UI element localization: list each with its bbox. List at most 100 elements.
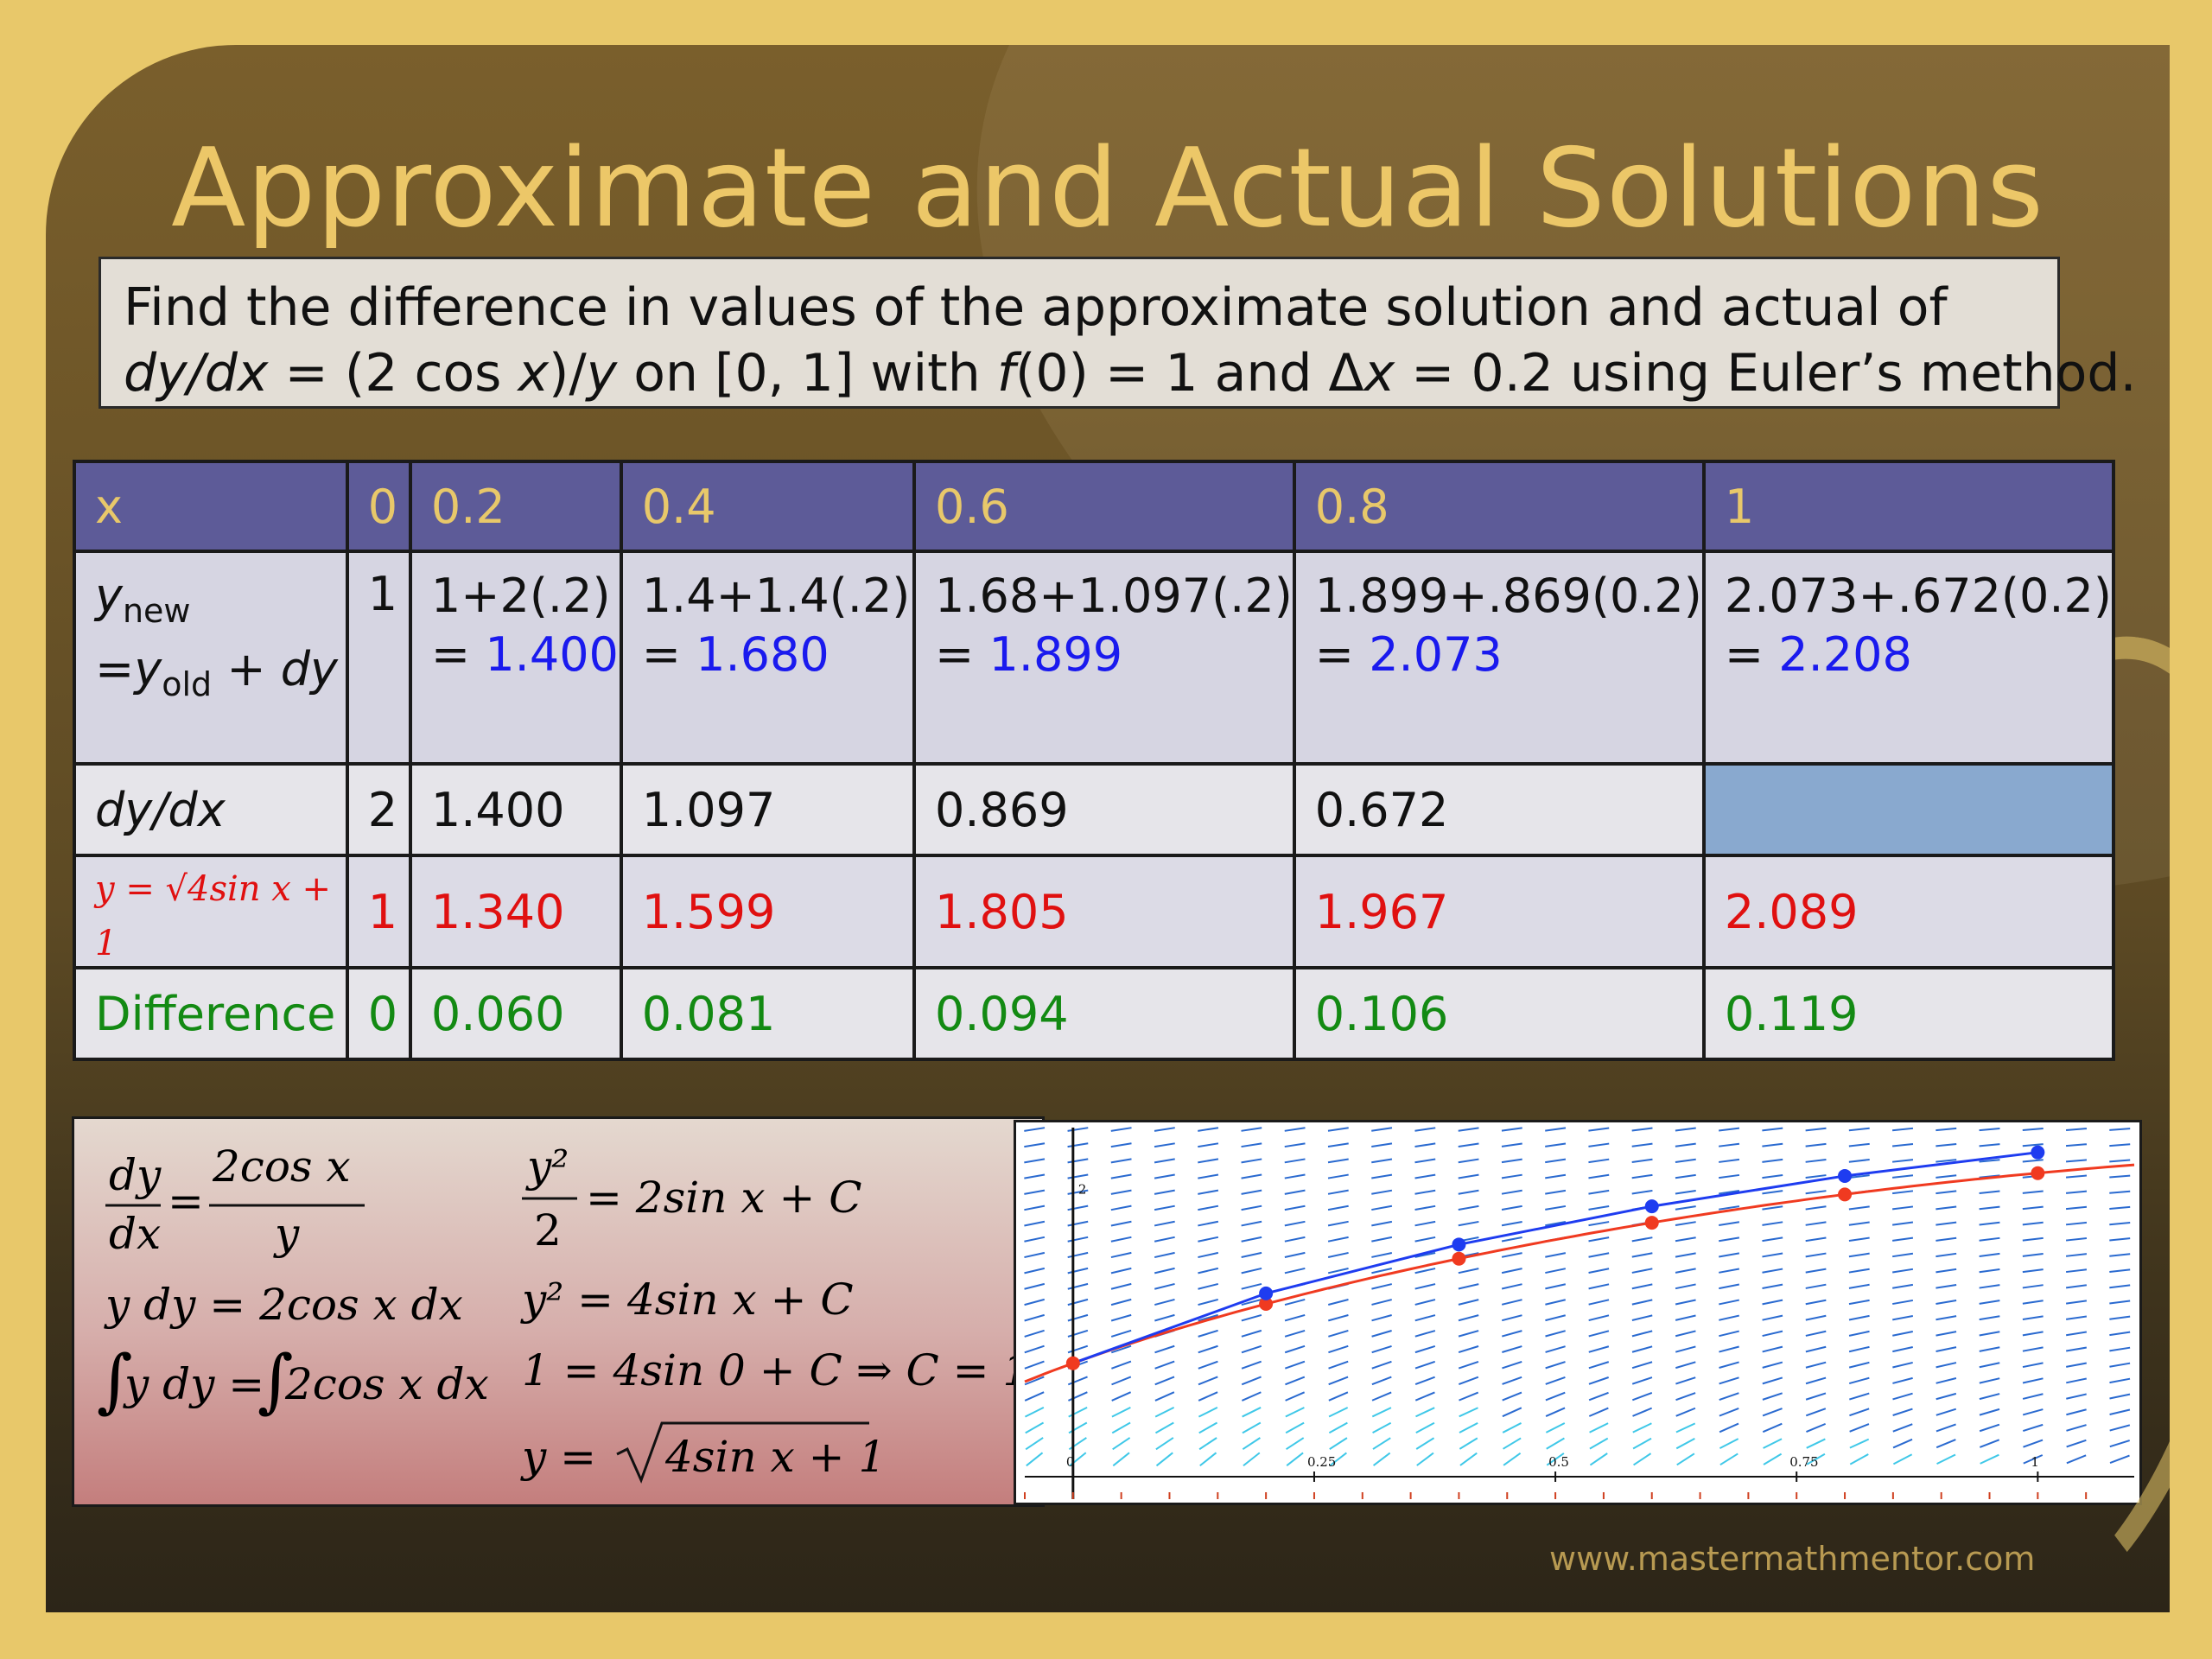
slope-segment xyxy=(1892,1283,1914,1289)
euler-point xyxy=(2031,1145,2045,1160)
slope-segment xyxy=(1110,1344,1132,1354)
eq3-left: y dy = xyxy=(123,1359,264,1409)
table-row-difference: Difference 0 0.060 0.081 0.094 0.106 0.1… xyxy=(73,966,2116,1061)
slope-segment xyxy=(1805,1408,1827,1417)
slope-segment xyxy=(1198,1376,1218,1386)
slope-segment xyxy=(1459,1391,1479,1402)
slope-segment xyxy=(2023,1439,2044,1448)
slope-segment xyxy=(1328,1360,1349,1370)
slope-segment xyxy=(1458,1330,1479,1338)
eq4-den: 2 xyxy=(534,1205,562,1255)
slope-segment xyxy=(1155,1437,1174,1451)
slope-segment xyxy=(1892,1392,1913,1401)
slope-segment xyxy=(1198,1127,1219,1132)
slope-segment xyxy=(1501,1299,1522,1306)
slope-segment xyxy=(1154,1189,1175,1195)
slope-segment xyxy=(1284,1142,1306,1148)
slope-segment xyxy=(1024,1344,1045,1354)
slope-segment xyxy=(1198,1251,1219,1259)
difference-3: 0.094 xyxy=(912,966,1296,1061)
slope-segment xyxy=(2109,1128,2131,1131)
slope-segment xyxy=(1328,1391,1349,1402)
slope-segment xyxy=(2109,1253,2131,1257)
slope-segment xyxy=(2109,1408,2131,1415)
slope-segment xyxy=(2022,1393,2044,1400)
slope-segment xyxy=(1936,1300,1957,1305)
euler-approx-line xyxy=(1072,1151,2038,1365)
slope-segment xyxy=(2065,1159,2088,1163)
slope-segment xyxy=(1110,1298,1132,1306)
slope-segment xyxy=(1762,1314,1783,1321)
exact-point xyxy=(1065,1356,1080,1370)
ynew-result-line: = 1.400 xyxy=(430,627,619,682)
slope-segment xyxy=(1067,1282,1089,1290)
slope-segment xyxy=(1501,1158,1522,1164)
chart-svg: 0 0.25 0.5 0.75 1 2 xyxy=(1024,1127,2135,1499)
slope-segment xyxy=(1588,1173,1610,1179)
slope-segment xyxy=(1848,1236,1870,1242)
slope-segment xyxy=(1719,1268,1740,1274)
slope-segment xyxy=(1675,1376,1696,1385)
slope-segment xyxy=(2022,1362,2044,1369)
ynew-expr: 2.073+.672(0.2) xyxy=(1724,569,2112,623)
slope-segment xyxy=(1241,1220,1262,1227)
slope-segment xyxy=(1284,1360,1306,1370)
slope-segment xyxy=(2109,1393,2131,1400)
slope-segment xyxy=(1588,1142,1610,1147)
slope-segment xyxy=(1675,1252,1696,1258)
ynew-result: 1.899 xyxy=(988,627,1123,682)
slope-segment xyxy=(1285,1391,1306,1402)
slope-segment xyxy=(1241,1329,1262,1338)
slope-segment xyxy=(1198,1437,1217,1451)
y-tick-label: 2 xyxy=(1078,1182,1087,1198)
slope-segment xyxy=(1024,1142,1046,1148)
slope-segment xyxy=(2022,1346,2044,1352)
slope-segment xyxy=(1501,1127,1522,1132)
exact-solution-curve xyxy=(1024,1163,2135,1383)
slope-segment xyxy=(1719,1452,1738,1466)
x-tick-label: 0.75 xyxy=(1789,1454,1818,1470)
slope-segment xyxy=(2109,1315,2131,1320)
slope-segment xyxy=(2109,1205,2131,1210)
slope-segment xyxy=(1328,1376,1349,1386)
slope-segment xyxy=(1111,1376,1132,1386)
slope-segment xyxy=(1371,1205,1393,1211)
slope-segment xyxy=(1675,1127,1696,1132)
ynew-expr: 1.68+1.097(.2) xyxy=(935,569,1293,623)
slope-segment xyxy=(1588,1236,1610,1243)
problem-statement: Find the difference in values of the app… xyxy=(99,257,2137,409)
slope-segment xyxy=(1848,1221,1870,1226)
exact-0: 1 xyxy=(345,854,412,969)
slope-segment xyxy=(1154,1267,1175,1274)
slope-segment xyxy=(1154,1282,1175,1290)
slope-segment xyxy=(1110,1189,1132,1195)
slope-segment xyxy=(1241,1298,1262,1306)
difference-2: 0.081 xyxy=(619,966,917,1061)
slope-segment xyxy=(1501,1268,1522,1274)
dydx-3: 0.869 xyxy=(912,762,1296,857)
eq1-lhs-den: dx xyxy=(109,1209,161,1259)
slope-segment xyxy=(1936,1174,1957,1179)
slope-segment xyxy=(1371,1407,1392,1418)
slope-segment xyxy=(1415,1407,1435,1418)
ynew-cell: 1+2(.2) = 1.400 xyxy=(408,550,623,766)
difference-label: Difference xyxy=(73,966,349,1061)
difference-4: 0.106 xyxy=(1292,966,1706,1061)
slope-segment xyxy=(1284,1267,1306,1274)
slope-segment xyxy=(1154,1173,1175,1179)
slope-segment xyxy=(1805,1268,1827,1274)
slope-segment xyxy=(2022,1159,2044,1163)
ynew-cell: 1.4+1.4(.2) = 1.680 xyxy=(619,550,917,766)
slope-segment xyxy=(1154,1360,1175,1370)
slope-segment xyxy=(1284,1299,1306,1306)
slope-segment xyxy=(1067,1173,1089,1179)
slope-segment xyxy=(1284,1344,1306,1354)
slope-segment xyxy=(1762,1221,1783,1226)
slope-segment xyxy=(2066,1377,2087,1384)
slope-segment xyxy=(1762,1283,1783,1290)
slope-segment xyxy=(1414,1314,1436,1322)
slope-segment xyxy=(1458,1283,1479,1290)
slope-segment xyxy=(1848,1159,1870,1163)
slope-segment xyxy=(1154,1127,1175,1132)
slope-segment xyxy=(2022,1128,2044,1132)
